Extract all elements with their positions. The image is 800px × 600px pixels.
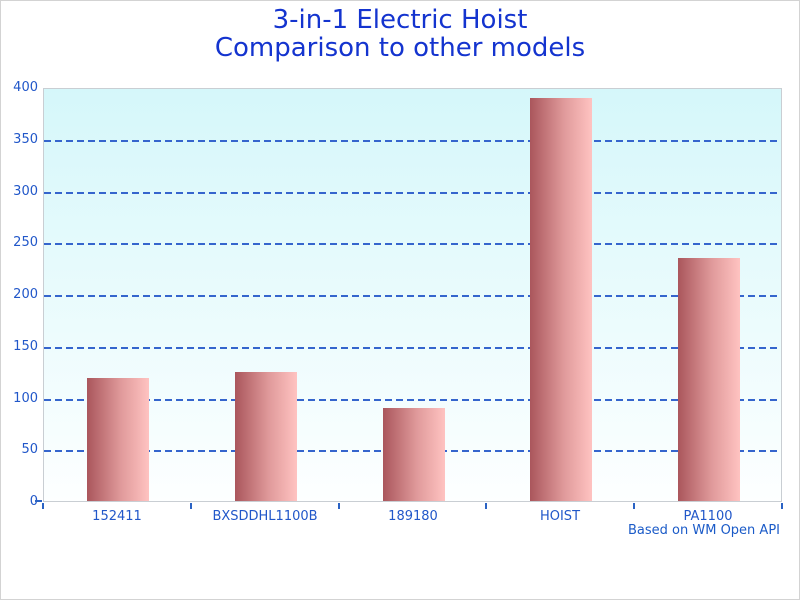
x-axis-tick: [190, 503, 192, 509]
y-tick-label-300: 300: [13, 184, 38, 199]
x-tick-label-152411: 152411: [92, 509, 142, 524]
gridline-200: [44, 295, 781, 297]
footer-note: Based on WM Open API: [628, 523, 780, 538]
chart-title-line2: Comparison to other models: [214, 33, 586, 63]
y-tick-label-250: 250: [13, 235, 38, 250]
x-axis-tick: [485, 503, 487, 509]
gridline-300: [44, 192, 781, 194]
x-tick-label-BXSDDHL1100B: BXSDDHL1100B: [212, 509, 318, 524]
x-tick-label-HOIST: HOIST: [539, 509, 581, 524]
bar-189180: [383, 408, 445, 501]
chart-title: 3-in-1 Electric Hoist Comparison to othe…: [1, 6, 799, 62]
gridline-150: [44, 347, 781, 349]
bar-BXSDDHL1100B: [235, 372, 297, 501]
x-axis-tick: [42, 503, 44, 509]
gridline-100: [44, 399, 781, 401]
gridline-250: [44, 243, 781, 245]
x-axis-tick: [338, 503, 340, 509]
chart-title-line1: 3-in-1 Electric Hoist: [272, 5, 528, 35]
y-tick-label-350: 350: [13, 132, 38, 147]
x-axis-tick: [781, 503, 783, 509]
plot-area: [43, 88, 782, 502]
bar-152411: [87, 378, 149, 501]
x-tick-label-PA1100: PA1100: [683, 509, 733, 524]
x-tick-label-189180: 189180: [388, 509, 438, 524]
y-tick-label-200: 200: [13, 287, 38, 302]
y-tick-label-400: 400: [13, 80, 38, 95]
y-tick-label-150: 150: [13, 339, 38, 354]
y-tick-label-0: 0: [29, 494, 38, 509]
x-axis-tick: [633, 503, 635, 509]
y-tick-label-50: 50: [21, 442, 38, 457]
gridline-350: [44, 140, 781, 142]
y-axis-zero-tick: [35, 500, 42, 502]
bar-HOIST: [530, 98, 592, 501]
y-tick-label-100: 100: [13, 391, 38, 406]
bar-PA1100: [678, 258, 740, 501]
